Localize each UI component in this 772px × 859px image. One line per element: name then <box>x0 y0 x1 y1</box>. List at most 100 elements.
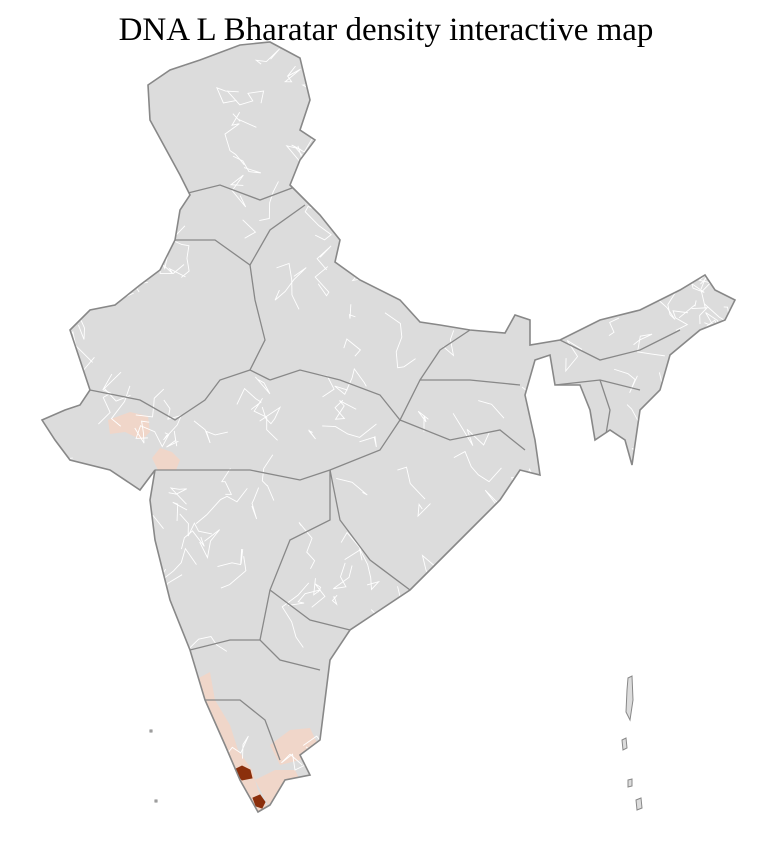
district-border-line <box>172 501 188 522</box>
district-border-line <box>680 724 714 751</box>
district-border-line <box>387 729 426 760</box>
district-border-line <box>276 262 300 310</box>
district-border-line <box>397 466 426 500</box>
district-border-line <box>539 680 569 716</box>
district-border-line <box>505 704 530 729</box>
district-border-line <box>472 648 519 669</box>
district-border-line <box>179 513 213 537</box>
district-border-line <box>274 267 307 301</box>
district-border-line <box>565 340 583 373</box>
district-border-line <box>449 684 485 723</box>
district-border-line <box>333 562 353 590</box>
district-border-line <box>462 50 496 77</box>
district-border-line <box>302 166 325 198</box>
district-border-line <box>581 255 592 280</box>
district-border-line <box>328 141 361 176</box>
district-border-line <box>78 145 111 173</box>
district-border-line <box>348 70 376 108</box>
district-border-line <box>713 547 731 569</box>
district-border-line <box>298 522 316 569</box>
district-border-line <box>417 410 429 432</box>
district-border-line <box>349 230 370 250</box>
district-border-line <box>54 179 89 220</box>
district-border-line <box>304 205 332 241</box>
district-border-line <box>131 128 154 161</box>
andaman-island <box>625 675 634 722</box>
district-border-line <box>537 211 595 226</box>
district-border-line <box>485 119 503 149</box>
district-border-line <box>112 536 146 562</box>
tamilnadu-low-density-region <box>270 728 318 765</box>
district-border-line <box>442 330 455 357</box>
india-landmass[interactable] <box>42 42 735 812</box>
state-borders <box>89 184 681 761</box>
nicobar-island <box>627 778 633 788</box>
district-border-line <box>639 105 670 131</box>
district-border-line <box>452 413 490 446</box>
district-border-line <box>199 529 221 559</box>
district-border-line <box>462 587 509 634</box>
district-border-line <box>536 629 561 653</box>
district-border-line <box>181 530 205 550</box>
district-border-line <box>660 560 678 587</box>
district-border-line <box>402 77 431 104</box>
district-border-line <box>193 420 228 444</box>
district-border-line <box>673 399 717 420</box>
district-border-line <box>305 784 332 812</box>
district-border-line <box>259 406 282 425</box>
district-border-line <box>550 288 571 324</box>
district-border-line <box>128 779 162 812</box>
district-border-line <box>146 190 159 205</box>
district-border-line <box>543 531 565 571</box>
district-border-line <box>486 208 508 228</box>
district-border-line <box>478 400 505 419</box>
district-border-line <box>242 219 257 239</box>
district-border-line <box>71 182 99 210</box>
district-border-line <box>673 42 696 57</box>
district-border-line <box>465 59 493 82</box>
district-border-line <box>323 99 344 118</box>
district-border-line <box>336 478 368 496</box>
district-border-line <box>590 666 605 683</box>
district-border-line <box>112 559 138 609</box>
district-border-line <box>75 72 103 94</box>
district-border-line <box>360 772 393 792</box>
district-border-line <box>610 137 616 160</box>
district-border-line <box>454 132 491 176</box>
district-border-line <box>135 388 165 418</box>
district-border-line <box>421 669 467 702</box>
district-border-line <box>558 133 590 157</box>
district-border-line <box>540 399 569 436</box>
district-border-line <box>224 112 245 166</box>
district-border-line <box>527 287 569 324</box>
district-border-line <box>405 120 442 148</box>
district-border-line <box>417 503 431 518</box>
district-border-line <box>509 756 537 783</box>
district-border-line <box>689 781 713 811</box>
district-border-line <box>485 522 502 571</box>
district-border-line <box>72 671 118 699</box>
nicobar-island <box>635 797 643 811</box>
district-border-line <box>254 376 271 395</box>
district-border-line <box>42 453 59 467</box>
gujarat-low-density-region <box>152 448 180 470</box>
district-border-line <box>343 338 362 357</box>
district-border-line <box>708 444 727 478</box>
district-border-line <box>283 65 301 83</box>
district-border-line <box>714 522 735 547</box>
map-title: DNA L Bharatar density interactive map <box>118 12 654 48</box>
district-border-line <box>532 722 551 739</box>
district-border-line <box>331 594 338 606</box>
district-border-line <box>395 204 414 250</box>
district-border-line <box>480 667 494 685</box>
district-border-line <box>45 457 73 475</box>
district-border-line <box>429 42 474 61</box>
district-border-line <box>398 263 410 286</box>
district-border-line <box>556 297 573 327</box>
district-border-line <box>619 111 643 130</box>
district-border-line <box>737 160 747 197</box>
district-border-line <box>316 245 332 271</box>
district-border-line <box>226 90 265 106</box>
district-border-line <box>724 117 735 138</box>
